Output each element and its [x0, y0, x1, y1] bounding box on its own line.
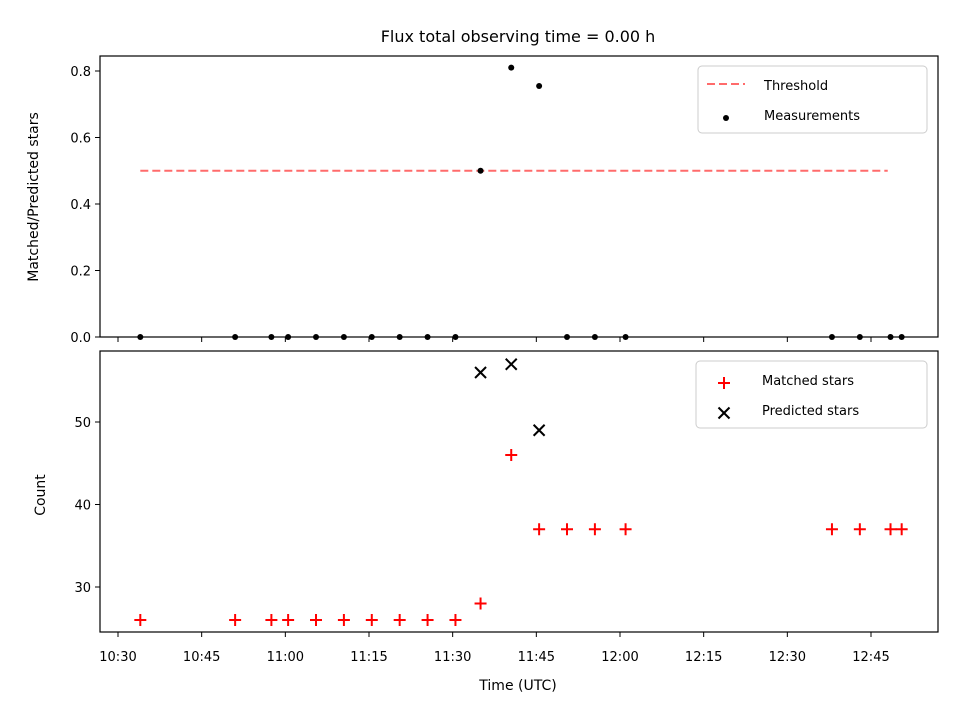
y-tick-label: 0.0 [70, 331, 91, 346]
legend-label: Predicted stars [762, 404, 859, 419]
x-axis-label: Time (UTC) [478, 678, 556, 694]
y-tick-label: 30 [74, 581, 91, 596]
matched-star-marker [853, 523, 866, 536]
marker-stroke [505, 358, 518, 371]
matched-star-marker [421, 614, 434, 626]
measurement-point [452, 334, 459, 340]
measurement-point [477, 167, 484, 174]
y-tick-label: 0.6 [70, 132, 91, 147]
y-tick-label: 50 [74, 416, 91, 431]
x-tick-label: 12:00 [601, 650, 638, 665]
matched-star-marker [561, 523, 574, 536]
matched-star-marker [134, 614, 147, 626]
predicted-star-marker [474, 366, 487, 379]
y-tick-label: 0.4 [70, 198, 91, 213]
x-tick-label: 12:30 [769, 650, 806, 665]
matched-star-marker [310, 614, 323, 626]
panel-ratio: 0.0 0.2 0.4 0.6 0.8 Threshold Measurements [70, 55, 939, 346]
matched-star-marker [474, 597, 487, 610]
chart-title: Flux total observing time = 0.00 h [381, 27, 656, 46]
x-tick-label: 11:00 [267, 650, 304, 665]
predicted-star-marker [505, 358, 518, 371]
measurement-point [564, 334, 571, 340]
matched-star-marker [825, 523, 838, 536]
measurement-point [508, 64, 515, 71]
legend-box [697, 65, 928, 134]
legend-label: Matched stars [762, 374, 854, 389]
matched-star-marker [265, 614, 278, 626]
axes-frame [99, 55, 939, 338]
legend-handle [723, 115, 729, 121]
measurement-point [622, 334, 629, 340]
measurement-point [232, 334, 239, 340]
x-tick-label: 12:45 [852, 650, 889, 665]
measurement-point [424, 334, 431, 340]
matched-star-marker [619, 523, 632, 536]
matched-star-marker [282, 614, 295, 626]
matched-star-marker [393, 614, 406, 626]
matched-star-marker [884, 523, 897, 536]
y-tick-label: 0.8 [70, 65, 91, 80]
matched-star-marker [365, 614, 378, 626]
matched-star-marker [505, 449, 518, 461]
measurement-point [536, 82, 543, 89]
x-tick-label: 11:15 [350, 650, 387, 665]
panel-count: 30 40 50 10:30 10:45 11:00 11:15 11:30 11:45 12:0… [74, 350, 939, 665]
marker-stroke [474, 366, 487, 379]
legend-label: Measurements [764, 109, 860, 124]
plot-layer: 0.0 0.2 0.4 0.6 0.8 Threshold Measurements 30 40… [70, 55, 939, 665]
y-tick-label: 40 [74, 499, 91, 514]
measurement-point [368, 334, 375, 340]
top-y-axis-label: Matched/Predicted stars [26, 112, 42, 282]
marker-stroke [532, 424, 546, 437]
matched-star-marker [449, 614, 462, 626]
legend-label: Threshold [763, 79, 828, 94]
x-tick-label: 11:30 [434, 650, 471, 665]
legend: Threshold Measurements [697, 65, 928, 134]
measurement-point [887, 334, 894, 340]
legend: Matched stars Predicted stars [695, 360, 928, 429]
y-tick-label: 0.2 [70, 265, 91, 280]
predicted-star-marker [532, 424, 546, 437]
measurement-point [396, 334, 403, 340]
matched-star-marker [895, 523, 908, 536]
legend-handle [717, 406, 731, 420]
measurement-point [340, 334, 347, 340]
measurement-point [268, 334, 275, 340]
matched-star-marker [588, 523, 601, 536]
measurement-point [285, 334, 292, 340]
x-tick-label: 12:15 [685, 650, 722, 665]
measurement-point [898, 334, 905, 340]
measurement-point [137, 334, 144, 340]
bottom-y-axis-label: Count [33, 474, 49, 516]
measurement-point [591, 334, 598, 340]
matched-star-marker [337, 614, 350, 626]
measurement-point [828, 334, 835, 340]
axes-frame [99, 350, 939, 633]
measurement-point [856, 334, 863, 340]
legend-box [695, 360, 928, 429]
matched-star-marker [229, 614, 242, 626]
x-tick-label: 10:45 [183, 650, 220, 665]
x-tick-label: 10:30 [99, 650, 136, 665]
x-tick-label: 11:45 [518, 650, 555, 665]
measurement-point [313, 334, 320, 340]
matched-star-marker [533, 523, 546, 536]
